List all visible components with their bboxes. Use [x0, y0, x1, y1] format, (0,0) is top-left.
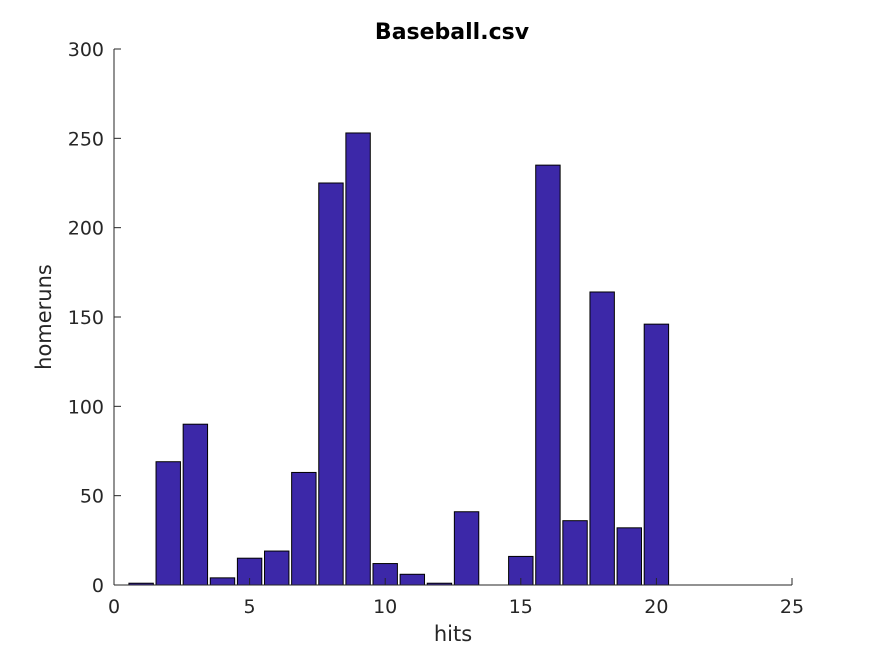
bar-4	[209, 577, 236, 586]
bar-13	[453, 511, 480, 586]
bar-16	[535, 164, 561, 586]
bar-8	[318, 182, 344, 586]
y-tick-label-200: 200	[68, 218, 104, 240]
y-tick-label-150: 150	[68, 307, 104, 329]
bar-17	[562, 520, 588, 586]
chart-title: Baseball.csv	[375, 20, 530, 45]
y-tick-label-300: 300	[68, 39, 104, 61]
x-tick-label-0: 0	[108, 596, 120, 618]
bar-19	[616, 527, 642, 586]
x-tick-label-15: 15	[509, 596, 533, 618]
bar-5	[236, 557, 263, 586]
y-tick-label-100: 100	[68, 396, 104, 418]
bar-2	[155, 461, 181, 586]
bar-7	[291, 471, 317, 586]
y-tick-label-0: 0	[92, 575, 104, 597]
bar-20	[643, 323, 670, 586]
x-tick-label-20: 20	[644, 596, 668, 618]
bar-3	[182, 423, 209, 586]
y-tick-label-50: 50	[80, 486, 104, 508]
y-tick-label-250: 250	[68, 128, 104, 150]
y-axis-label: homeruns	[32, 264, 56, 370]
x-tick-label-10: 10	[373, 596, 397, 618]
bar-6	[264, 550, 290, 586]
x-axis-label: hits	[434, 622, 472, 646]
x-tick-label-5: 5	[244, 596, 256, 618]
bar-11	[399, 573, 426, 586]
x-tick-label-25: 25	[780, 596, 804, 618]
bars-group	[128, 132, 670, 586]
bar-9	[345, 132, 371, 586]
bar-18	[589, 291, 615, 586]
